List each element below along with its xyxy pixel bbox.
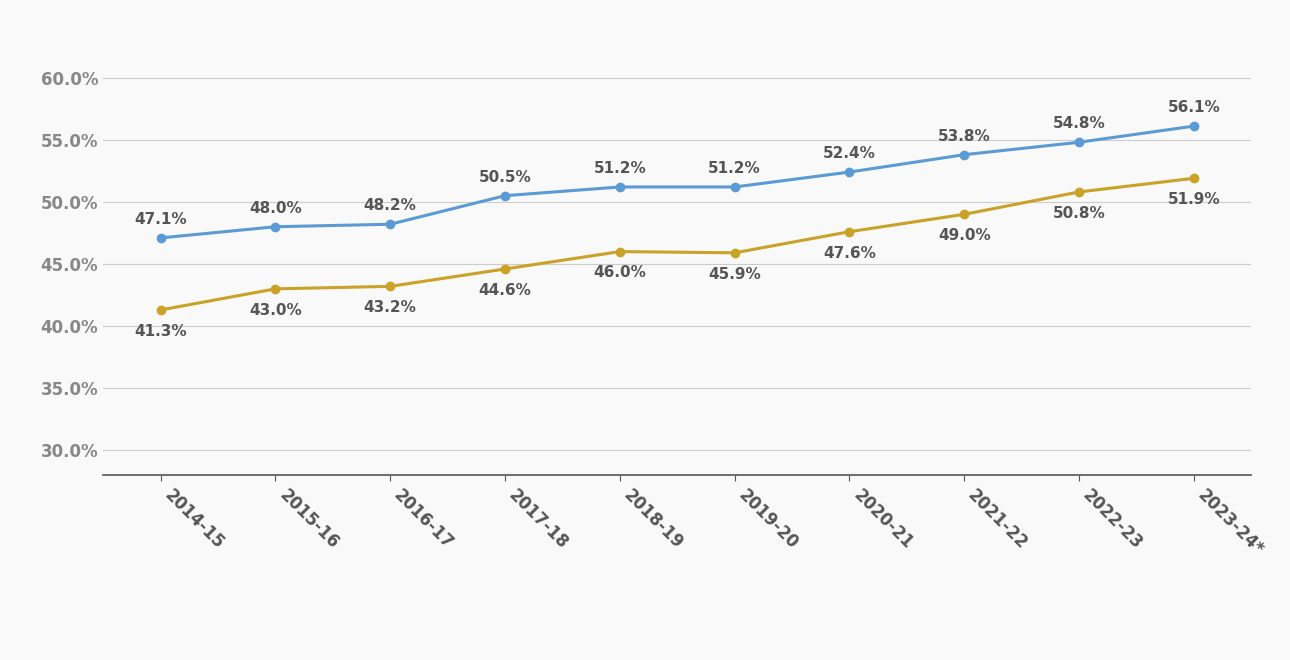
First-time Undergraduates (613, 183, 628, 191)
Text: 51.2%: 51.2% (593, 161, 646, 176)
Text: 51.2%: 51.2% (708, 161, 761, 176)
Text: 44.6%: 44.6% (479, 283, 531, 298)
Text: 48.2%: 48.2% (364, 198, 417, 213)
Text: 56.1%: 56.1% (1167, 100, 1220, 115)
Text: 46.0%: 46.0% (593, 265, 646, 280)
First-time Undergraduates (841, 168, 857, 176)
All Undergraduates (1187, 174, 1202, 182)
Text: 52.4%: 52.4% (823, 146, 876, 161)
Text: 43.0%: 43.0% (249, 303, 302, 317)
Line: First-time Undergraduates: First-time Undergraduates (156, 122, 1198, 242)
Text: 54.8%: 54.8% (1053, 116, 1106, 131)
Text: 41.3%: 41.3% (134, 324, 187, 339)
Text: 53.8%: 53.8% (938, 129, 991, 144)
Text: 51.9%: 51.9% (1167, 192, 1220, 207)
All Undergraduates (841, 228, 857, 236)
All Undergraduates (613, 248, 628, 255)
Text: 43.2%: 43.2% (364, 300, 417, 315)
Text: 45.9%: 45.9% (708, 267, 761, 282)
All Undergraduates (728, 249, 743, 257)
Text: 48.0%: 48.0% (249, 201, 302, 216)
All Undergraduates (154, 306, 168, 314)
Text: 49.0%: 49.0% (938, 228, 991, 243)
All Undergraduates (957, 211, 973, 218)
Text: 47.6%: 47.6% (823, 246, 876, 261)
First-time Undergraduates (728, 183, 743, 191)
Line: All Undergraduates: All Undergraduates (156, 174, 1198, 314)
All Undergraduates (498, 265, 513, 273)
All Undergraduates (1071, 188, 1086, 196)
First-time Undergraduates (498, 191, 513, 199)
First-time Undergraduates (268, 223, 284, 231)
First-time Undergraduates (957, 150, 973, 158)
All Undergraduates (268, 285, 284, 293)
First-time Undergraduates (382, 220, 397, 228)
Text: 50.5%: 50.5% (479, 170, 531, 185)
First-time Undergraduates (154, 234, 168, 242)
First-time Undergraduates (1187, 122, 1202, 130)
All Undergraduates (382, 282, 397, 290)
Text: 50.8%: 50.8% (1053, 206, 1106, 221)
First-time Undergraduates (1071, 139, 1086, 147)
Text: 47.1%: 47.1% (134, 212, 187, 227)
